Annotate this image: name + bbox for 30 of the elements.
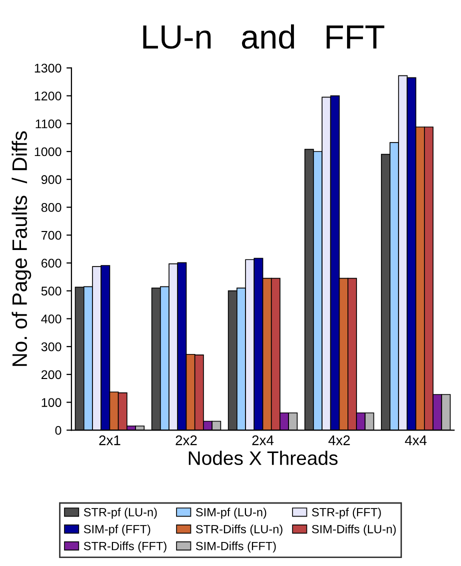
chart-title: LU-n and FFT [143,24,384,49]
x-axis-title: Nodes X Threads [188,450,338,466]
x-tick-label: 2x2 [176,435,197,446]
legend-label: SIM-Diffs (FFT) [196,542,276,553]
y-tick-label: 1000 [34,147,62,156]
x-tick-label: 4x2 [328,435,350,446]
y-tick-label: 700 [42,230,62,240]
y-tick-label: 300 [41,342,62,352]
x-tick-label: 4x4 [404,436,427,446]
legend-label: SIM-pf (FFT) [84,524,150,536]
y-tick-label: 800 [41,203,62,212]
x-tick-label: 2x1 [99,435,120,446]
y-tick-label: 200 [42,370,62,380]
legend-label: STR-Diffs (LU-n) [196,524,282,536]
y-tick-label: 500 [41,286,62,296]
y-tick-label: 1300 [34,64,62,73]
y-tick-label: 400 [41,314,62,324]
y-tick-label: 100 [42,398,62,407]
y-tick-label: 900 [41,175,62,184]
legend-label: SIM-pf (LU-n) [196,508,266,519]
y-tick-label: 1200 [34,92,62,100]
legend-label: STR-pf (LU-n) [84,508,157,519]
y-tick-label: 1100 [36,119,62,128]
y-tick-label: 600 [42,258,62,268]
legend-label: STR-Diffs (FFT) [84,542,166,553]
legend-label: STR-pf (FFT) [312,508,381,519]
legend-label: SIM-Diffs (LU-n) [312,524,396,536]
y-tick-label: 0 [55,426,62,435]
x-tick-label: 2x4 [252,435,274,446]
y-axis-title: No. of Page Faults / Diffs [12,131,32,366]
